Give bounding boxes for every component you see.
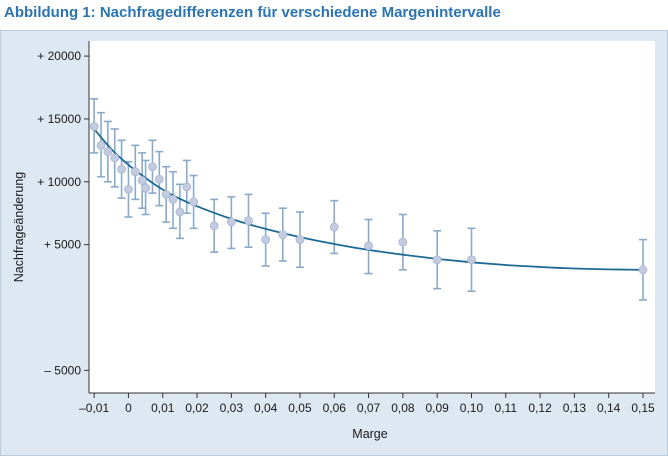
data-point bbox=[175, 207, 185, 217]
data-point bbox=[226, 217, 236, 227]
y-tick-label: – 5000 bbox=[44, 363, 81, 377]
data-point bbox=[96, 140, 106, 150]
x-tick-label: 0 bbox=[125, 401, 132, 415]
data-point bbox=[130, 167, 140, 177]
x-tick-label: 0,05 bbox=[288, 401, 312, 415]
x-tick-label: 0,09 bbox=[425, 401, 449, 415]
x-tick-label: 0,02 bbox=[185, 401, 209, 415]
data-point bbox=[244, 216, 253, 226]
data-points bbox=[89, 122, 648, 275]
data-point bbox=[124, 184, 133, 194]
data-point bbox=[209, 221, 219, 231]
data-point bbox=[467, 255, 476, 265]
data-point bbox=[638, 265, 648, 275]
data-point bbox=[278, 230, 288, 240]
y-tick-label: + 5000 bbox=[44, 238, 81, 252]
data-point bbox=[432, 255, 442, 265]
data-point bbox=[182, 182, 192, 192]
y-tick-label: + 20000 bbox=[37, 49, 81, 63]
data-point bbox=[168, 194, 178, 204]
fit-curve-group bbox=[93, 128, 644, 271]
data-point bbox=[329, 222, 339, 232]
data-point bbox=[398, 237, 408, 247]
data-point bbox=[141, 183, 151, 193]
x-tick-label: 0,12 bbox=[528, 401, 552, 415]
data-point bbox=[117, 164, 126, 174]
data-point bbox=[154, 174, 164, 184]
x-tick-label: 0,13 bbox=[563, 401, 587, 415]
x-tick-label: 0,08 bbox=[391, 401, 415, 415]
x-tick-label: 0,14 bbox=[597, 401, 621, 415]
data-point bbox=[189, 197, 199, 207]
data-point bbox=[364, 241, 373, 251]
data-point bbox=[261, 235, 271, 245]
chart-svg: – 5000 + 5000 + 10000 + 15000 + 20000 –0,01 0 0… bbox=[12, 41, 655, 441]
x-tick-label: 0,11 bbox=[495, 401, 518, 415]
x-tick-label: 0,01 bbox=[151, 401, 175, 415]
axes: – 5000 + 5000 + 10000 + 15000 + 20000 –0,01 0 0… bbox=[37, 41, 655, 415]
figure-title: Abbildung 1: Nachfragedifferenzen für ve… bbox=[4, 4, 501, 21]
x-tick-label: 0,06 bbox=[323, 401, 347, 415]
data-point bbox=[148, 162, 157, 172]
data-point bbox=[161, 189, 171, 199]
data-point bbox=[137, 176, 147, 185]
y-tick-label: + 10000 bbox=[37, 175, 81, 189]
fit-curve bbox=[93, 128, 644, 271]
x-tick-label: 0,15 bbox=[631, 401, 655, 415]
y-axis-title: Nachfrageänderung bbox=[12, 172, 26, 283]
data-point bbox=[110, 153, 120, 163]
x-tick-label: 0,07 bbox=[357, 401, 381, 415]
y-tick-label: + 15000 bbox=[37, 112, 81, 126]
x-tick-label: 0,10 bbox=[460, 401, 484, 415]
x-tick-label: 0,03 bbox=[220, 401, 244, 415]
x-axis-title: Marge bbox=[352, 427, 387, 441]
chart-frame: – 5000 + 5000 + 10000 + 15000 + 20000 –0,01 0 0… bbox=[0, 30, 668, 456]
x-tick-label: –0,01 bbox=[79, 401, 109, 415]
plot-area bbox=[89, 41, 655, 393]
x-tick-label: 0,04 bbox=[254, 401, 278, 415]
data-point bbox=[89, 122, 99, 131]
axis-labels: Marge Nachfrageänderung bbox=[12, 172, 388, 441]
data-point bbox=[103, 147, 113, 157]
data-point bbox=[295, 235, 305, 245]
